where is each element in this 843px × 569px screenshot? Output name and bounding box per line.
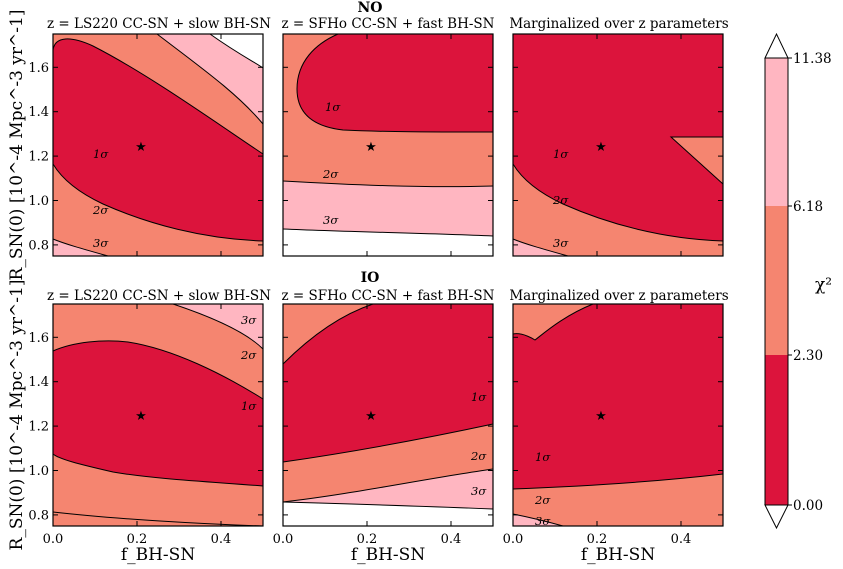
y-tick-label: 1.4 <box>28 105 49 120</box>
best-fit-star: ★ <box>595 409 607 424</box>
contour-label-1sigma: 1σ <box>93 147 109 161</box>
x-axis-label-3: f_BH-SN <box>581 545 656 565</box>
x-axis-label-2: f_BH-SN <box>351 545 426 565</box>
contour-label-2sigma: 2σ <box>470 449 487 463</box>
y-axis-label-top: R_SN(0) [10^-4 Mpc^-3 yr^-1] <box>7 10 27 281</box>
colorbar-band-3sigma <box>765 58 788 206</box>
y-tick-label: 1.6 <box>28 331 49 346</box>
x-tick-label: 0.0 <box>43 532 64 547</box>
plot-frame <box>282 303 494 527</box>
best-fit-star: ★ <box>595 140 607 155</box>
colorbar-tick-0: 0.00 <box>793 498 823 514</box>
panel-title-no-ls220: z = LS220 CC-SN + slow BH-SN <box>47 16 271 32</box>
colorbar-extend-bottom <box>764 504 789 530</box>
x-tick-label: 0.2 <box>357 532 378 547</box>
x-tick-label: 0.0 <box>273 532 294 547</box>
contour-label-1sigma: 1σ <box>325 100 341 114</box>
y-tick-label: 1.2 <box>28 150 49 165</box>
colorbar-tick-1: 2.30 <box>793 348 823 364</box>
row-title-no: NO <box>358 0 383 16</box>
colorbar-extend-top <box>764 32 789 59</box>
panel-title-io-marginalized: Marginalized over z parameters <box>509 288 728 304</box>
y-tick-label: 0.8 <box>28 238 49 253</box>
colorbar-label: χ² <box>815 275 832 295</box>
contour-label-3sigma: 3σ <box>323 213 339 227</box>
best-fit-star: ★ <box>365 409 377 424</box>
contour-label-2sigma: 2σ <box>322 167 339 181</box>
y-axis-label-bottom: R_SN(0) [10^-4 Mpc^-3 yr^-1] <box>7 280 27 551</box>
contour-label-3sigma: 3σ <box>93 236 109 250</box>
contour-label-1sigma: 1σ <box>553 147 569 161</box>
contour-label-2sigma: 2σ <box>534 493 551 507</box>
contour-label-2sigma: 2σ <box>552 193 569 207</box>
panel-io-ls220: 3σ 2σ 1σ ★ <box>52 303 264 527</box>
y-tick-label: 1.6 <box>28 61 49 76</box>
contour-label-3sigma: 3σ <box>535 514 551 528</box>
colorbar-tick-2: 6.18 <box>793 199 823 215</box>
panel-no-marginalized: 1σ 2σ 3σ ★ <box>512 33 724 257</box>
panel-title-no-sfho: z = SFHo CC-SN + fast BH-SN <box>282 16 495 32</box>
y-tick-label: 0.8 <box>28 508 49 523</box>
contour-label-2sigma: 2σ <box>240 348 257 362</box>
best-fit-star: ★ <box>135 409 147 424</box>
plot-frame <box>52 303 264 527</box>
x-tick-label: 0.4 <box>671 532 692 547</box>
colorbar-band-1sigma <box>765 355 788 505</box>
y-tick-label: 1.4 <box>28 375 49 390</box>
contour-label-1sigma: 1σ <box>535 450 551 464</box>
panel-title-no-marginalized: Marginalized over z parameters <box>509 16 728 32</box>
x-tick-label: 0.2 <box>127 532 148 547</box>
contour-label-1sigma: 1σ <box>471 390 487 404</box>
best-fit-star: ★ <box>365 140 377 155</box>
contour-label-2sigma: 2σ <box>92 203 109 217</box>
y-tick-label: 1.0 <box>28 194 49 209</box>
panel-title-io-sfho: z = SFHo CC-SN + fast BH-SN <box>282 288 495 304</box>
plot-frame <box>512 303 724 527</box>
colorbar-band-2sigma <box>765 206 788 355</box>
contour-label-3sigma: 3σ <box>553 236 569 250</box>
x-tick-label: 0.2 <box>587 532 608 547</box>
x-tick-label: 0.4 <box>211 532 232 547</box>
plot-frame <box>282 33 494 257</box>
x-tick-label: 0.4 <box>441 532 462 547</box>
best-fit-star: ★ <box>135 140 147 155</box>
row-title-io: IO <box>361 270 380 286</box>
y-tick-label: 1.0 <box>28 464 49 479</box>
panel-no-sfho: 1σ 2σ 3σ ★ <box>282 33 494 257</box>
contour-label-3sigma: 3σ <box>241 313 257 327</box>
y-tick-label: 1.2 <box>28 420 49 435</box>
contour-label-3sigma: 3σ <box>471 484 487 498</box>
colorbar-tick-3: 11.38 <box>793 51 832 67</box>
x-tick-label: 0.0 <box>503 532 524 547</box>
contour-label-1sigma: 1σ <box>241 399 257 413</box>
plot-frame <box>52 33 264 257</box>
panel-io-sfho: 1σ 2σ 3σ ★ <box>282 303 494 527</box>
plot-frame <box>512 33 724 257</box>
panel-io-marginalized: 1σ 2σ 3σ ★ <box>512 303 724 528</box>
x-axis-label-1: f_BH-SN <box>121 545 196 565</box>
panel-no-ls220: 1σ 2σ 3σ ★ <box>52 33 264 257</box>
colorbar: 0.00 2.30 6.18 11.38 χ² <box>764 32 832 530</box>
panel-title-io-ls220: z = LS220 CC-SN + slow BH-SN <box>47 288 271 304</box>
